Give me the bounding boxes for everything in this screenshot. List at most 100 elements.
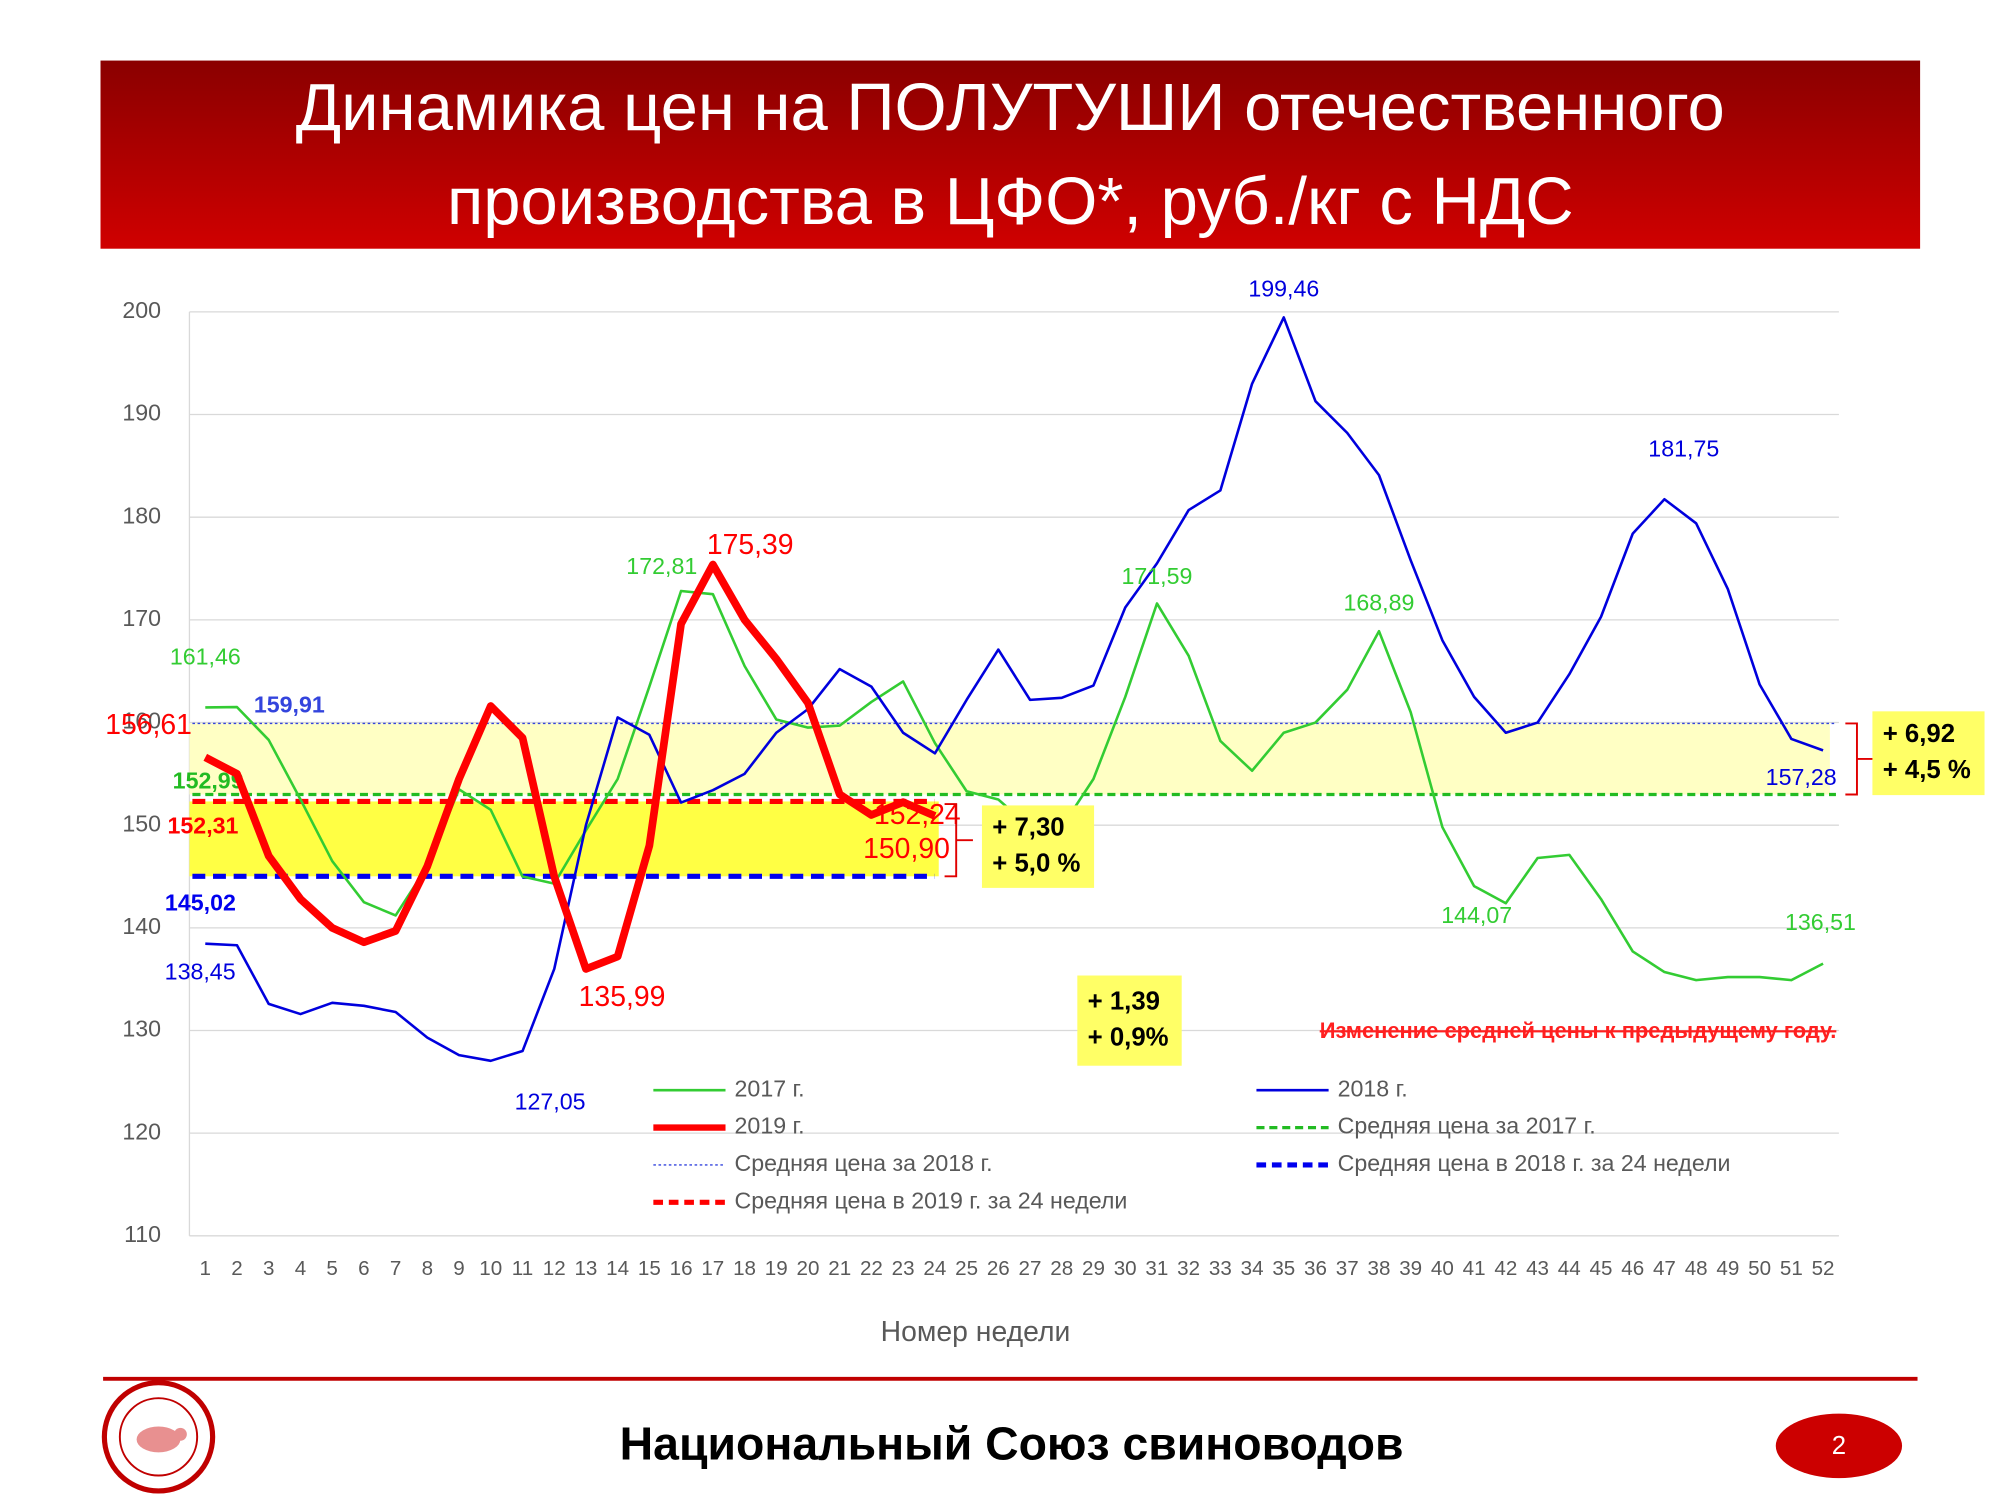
series-line — [203, 560, 937, 973]
legend-label: Средняя цена в 2018 г. за 24 недели — [1338, 1150, 1731, 1176]
x-tick-label: 44 — [1558, 1257, 1581, 1280]
data-label: 157,28 — [1766, 764, 1837, 790]
x-tick-label: 29 — [1082, 1257, 1105, 1280]
reference-label: 159,91 — [254, 691, 325, 717]
x-tick-label: 40 — [1431, 1257, 1454, 1280]
x-tick-label: 47 — [1653, 1257, 1676, 1280]
x-tick-label: 28 — [1050, 1257, 1073, 1280]
annotation-text: + 5,0 % — [992, 850, 1080, 878]
logo — [101, 1380, 216, 1494]
x-tick-label: 36 — [1304, 1257, 1327, 1280]
x-tick-label: 23 — [892, 1257, 915, 1280]
x-tick-label: 5 — [326, 1257, 337, 1280]
x-tick-label: 8 — [422, 1257, 433, 1280]
x-tick-label: 7 — [390, 1257, 401, 1280]
x-tick-label: 49 — [1716, 1257, 1739, 1280]
x-tick-label: 52 — [1812, 1257, 1835, 1280]
data-label: 144,07 — [1441, 902, 1512, 928]
x-tick-label: 35 — [1272, 1257, 1295, 1280]
y-tick-label: 160 — [122, 708, 161, 734]
y-tick-label: 200 — [122, 297, 161, 323]
annotation-text: + 6,92 — [1883, 720, 1955, 748]
y-tick-label: 130 — [122, 1016, 161, 1042]
annotation-box — [1077, 975, 1182, 1066]
x-tick-label: 10 — [479, 1257, 502, 1280]
x-tick-label: 9 — [453, 1257, 464, 1280]
x-tick-label: 45 — [1590, 1257, 1613, 1280]
difference-band — [189, 801, 939, 877]
bracket — [944, 803, 973, 878]
data-label: 175,39 — [707, 529, 794, 561]
annotation-box — [981, 805, 1095, 888]
x-tick-label: 4 — [295, 1257, 306, 1280]
y-tick-label: 150 — [122, 810, 161, 836]
legend-label: 2018 г. — [1338, 1075, 1408, 1101]
legend-label: 2017 г. — [735, 1075, 805, 1101]
y-tick-label: 110 — [124, 1221, 161, 1247]
x-tick-label: 48 — [1685, 1257, 1708, 1280]
x-tick-label: 11 — [512, 1257, 533, 1280]
x-tick-label: 41 — [1463, 1257, 1486, 1280]
annotation-text: + 0,9% — [1088, 1023, 1169, 1051]
x-tick-label: 18 — [733, 1257, 756, 1280]
annotation-box — [1872, 711, 1985, 796]
series-line — [205, 316, 1824, 1063]
annotation-note: Изменение средней цены к предыдущему год… — [1320, 1018, 1837, 1043]
x-tick-label: 6 — [358, 1257, 369, 1280]
x-tick-label: 25 — [955, 1257, 978, 1280]
data-label: 135,99 — [579, 981, 666, 1013]
reference-label: 145,02 — [165, 890, 236, 916]
x-tick-label: 34 — [1241, 1257, 1264, 1280]
data-label: 136,51 — [1785, 909, 1856, 935]
x-tick-label: 22 — [860, 1257, 883, 1280]
x-tick-label: 2 — [231, 1257, 242, 1280]
data-label: 127,05 — [515, 1088, 586, 1114]
x-tick-label: 15 — [638, 1257, 661, 1280]
data-label: 199,46 — [1248, 275, 1319, 301]
x-tick-label: 51 — [1780, 1257, 1803, 1280]
data-label: 171,59 — [1121, 563, 1192, 589]
data-label: 168,89 — [1344, 589, 1415, 615]
x-tick-label: 33 — [1209, 1257, 1232, 1280]
annotation-text: + 1,39 — [1088, 987, 1160, 1015]
x-tick-label: 38 — [1367, 1257, 1390, 1280]
x-tick-label: 20 — [797, 1257, 820, 1280]
y-tick-label: 170 — [122, 605, 161, 631]
bracket — [1845, 722, 1874, 796]
x-tick-label: 21 — [828, 1257, 851, 1280]
data-label: 156,61 — [105, 709, 192, 741]
x-tick-label: 19 — [765, 1257, 788, 1280]
footer-text: Национальный Союз свиноводов — [620, 1417, 1404, 1469]
x-tick-label: 13 — [574, 1257, 597, 1280]
data-label: 172,81 — [626, 553, 697, 579]
page-badge — [1775, 1413, 1903, 1479]
x-tick-label: 17 — [701, 1257, 724, 1280]
legend-label: Средняя цена за 2017 г. — [1338, 1113, 1596, 1139]
y-tick-label: 120 — [122, 1118, 161, 1144]
x-tick-label: 3 — [263, 1257, 274, 1280]
reference-label: 152,31 — [168, 812, 239, 838]
y-tick-label: 190 — [122, 400, 161, 426]
x-tick-label: 43 — [1526, 1257, 1549, 1280]
data-label: 181,75 — [1648, 435, 1719, 461]
data-label: 150,90 — [863, 833, 950, 865]
annotation-text: + 7,30 — [992, 813, 1064, 841]
difference-band — [189, 723, 1830, 795]
data-label: 161,46 — [170, 644, 241, 670]
title-line: Динамика цен на ПОЛУТУШИ отечественного — [296, 70, 1725, 145]
x-tick-label: 12 — [543, 1257, 566, 1280]
x-tick-label: 31 — [1145, 1257, 1168, 1280]
data-label: 138,45 — [165, 959, 236, 985]
legend-label: Средняя цена за 2018 г. — [735, 1150, 993, 1176]
y-tick-label: 180 — [122, 502, 161, 528]
page-number: 2 — [1832, 1432, 1846, 1460]
annotation-text: + 4,5 % — [1883, 756, 1971, 784]
x-axis-label: Номер недели — [881, 1316, 1071, 1348]
x-tick-label: 1 — [200, 1257, 211, 1280]
x-tick-label: 30 — [1114, 1257, 1137, 1280]
x-tick-label: 42 — [1494, 1257, 1517, 1280]
header-band — [100, 60, 1921, 249]
legend-label: 2019 г. — [735, 1113, 805, 1139]
